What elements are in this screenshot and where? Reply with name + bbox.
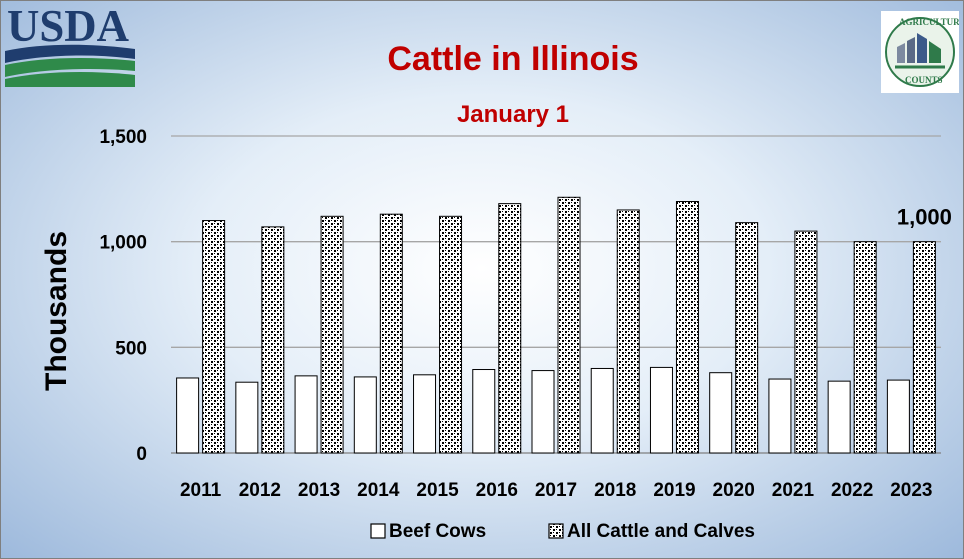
bar-all-cattle — [853, 241, 877, 454]
x-tick-label: 2023 — [890, 480, 932, 501]
y-axis-label: Thousands — [40, 231, 73, 391]
x-tick-label: 2015 — [416, 480, 459, 501]
usda-logo-text: USDA — [7, 1, 129, 51]
x-tick-label: 2022 — [831, 480, 873, 501]
legend: Beef Cows All Cattle and Calves — [370, 521, 755, 542]
chart-subtitle: January 1 — [457, 101, 569, 128]
bar-beef-cows — [353, 376, 377, 454]
bar-all-cattle — [912, 241, 936, 454]
bar-all-cattle — [202, 220, 226, 454]
bar-beef-cows — [294, 375, 318, 454]
x-tick-label: 2012 — [239, 480, 281, 501]
agriculture-counts-logo: AGRICULTURE COUNTS — [881, 11, 959, 93]
y-tick-label: 1,500 — [99, 127, 147, 148]
bar-all-cattle — [735, 222, 759, 454]
bar-beef-cows — [531, 370, 555, 454]
bar-beef-cows — [472, 369, 496, 454]
usda-logo: USDA — [5, 1, 135, 87]
legend-label-beef-cows: Beef Cows — [389, 521, 486, 542]
bar-beef-cows — [235, 381, 259, 454]
bar-beef-cows — [649, 366, 673, 454]
x-tick-label: 2017 — [535, 480, 577, 501]
bar-beef-cows — [886, 379, 910, 454]
ag-logo-text-bottom: COUNTS — [905, 75, 943, 85]
bar-all-cattle — [616, 209, 640, 454]
x-tick-label: 2011 — [180, 480, 222, 501]
bar-all-cattle — [498, 203, 522, 454]
bar-beef-cows — [768, 378, 792, 454]
bar-beef-cows — [709, 372, 733, 454]
ag-logo-text-top: AGRICULTURE — [899, 17, 959, 27]
bar-all-cattle — [794, 230, 818, 454]
legend-swatch-all-cattle — [548, 523, 564, 539]
bar-all-cattle — [557, 196, 581, 454]
bar-all-cattle — [320, 215, 344, 454]
bar-beef-cows — [590, 367, 614, 454]
bar-beef-cows — [827, 380, 851, 454]
bar-beef-cows — [176, 377, 200, 454]
x-tick-label: 2019 — [653, 480, 695, 501]
y-tick-label: 0 — [136, 444, 147, 465]
bar-beef-cows — [413, 374, 437, 454]
bar-all-cattle — [261, 226, 285, 454]
bar-all-cattle — [439, 215, 463, 454]
chart-title: Cattle in Illinois — [387, 40, 638, 78]
bar-all-cattle — [675, 201, 699, 454]
bar-all-cattle — [379, 213, 403, 454]
x-tick-label: 2021 — [772, 480, 815, 501]
legend-swatch-beef-cows — [370, 523, 386, 539]
data-label: 1,000 — [897, 205, 952, 230]
x-tick-label: 2018 — [594, 480, 636, 501]
y-tick-label: 500 — [115, 338, 147, 359]
x-tick-label: 2014 — [357, 480, 400, 501]
x-tick-label: 2013 — [298, 480, 340, 501]
legend-label-all-cattle: All Cattle and Calves — [567, 521, 755, 542]
y-tick-label: 1,000 — [99, 233, 147, 254]
x-tick-label: 2016 — [476, 480, 518, 501]
x-tick-label: 2020 — [713, 480, 755, 501]
